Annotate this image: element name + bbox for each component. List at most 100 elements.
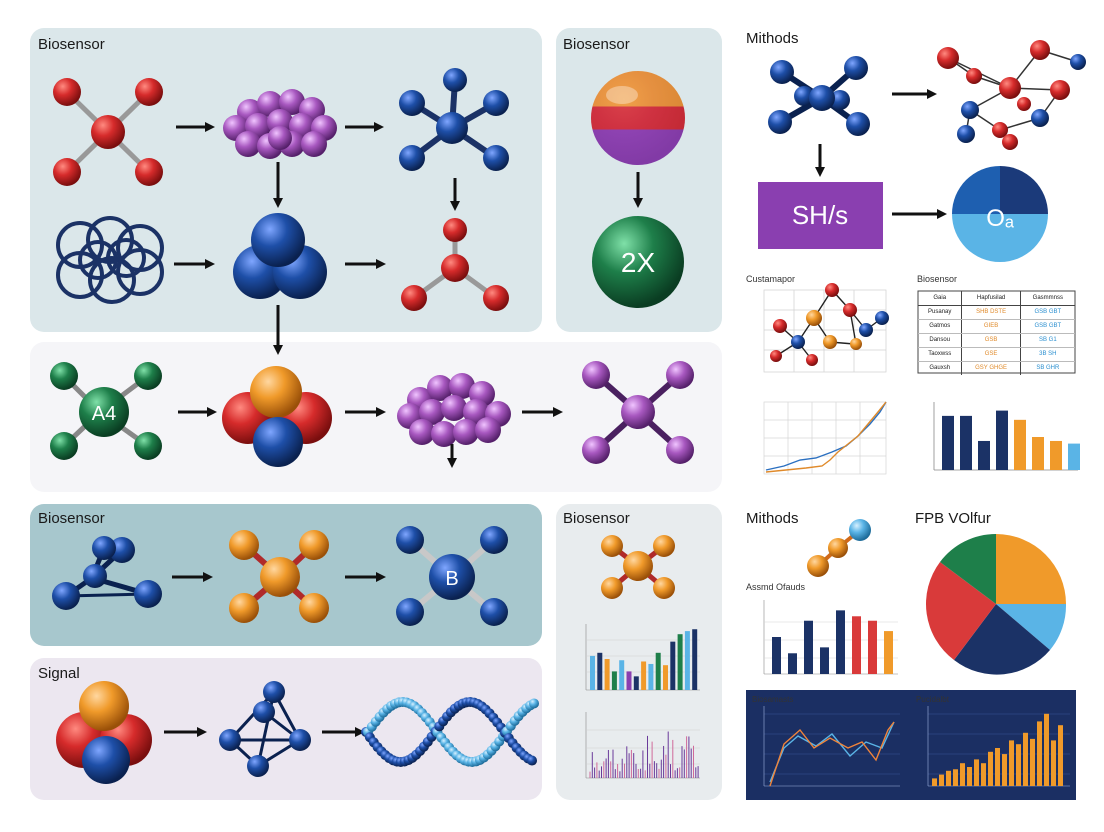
bar xyxy=(648,663,654,690)
dark-right-label: Pucidalbt xyxy=(916,695,950,704)
bar xyxy=(597,652,603,690)
orange-cross-molecule xyxy=(229,530,329,623)
purple-box-label: SH/s xyxy=(792,200,848,230)
table-row: Pusanay SHB DSTE GSB GBT xyxy=(918,306,1075,320)
panel-label-top-middle: Biosensor xyxy=(563,36,630,53)
purple-cross-molecule xyxy=(582,361,694,464)
table-header-row: Gaia Hapfusilad Gasmmnss xyxy=(918,291,1075,306)
bar xyxy=(868,620,877,674)
panel-label-top-left: Biosensor xyxy=(38,36,105,53)
split-circle xyxy=(952,166,1048,262)
bar xyxy=(884,631,893,674)
bar xyxy=(684,631,690,690)
panel-label-pie: FPB VOlfur xyxy=(915,510,991,527)
generated-marks xyxy=(361,410,1080,786)
dna-bead xyxy=(527,755,537,766)
bar xyxy=(590,655,595,690)
bar xyxy=(1032,437,1044,470)
red-blue-network-molecule xyxy=(937,40,1086,150)
bar xyxy=(981,763,986,786)
network-line-molecule xyxy=(770,283,889,366)
table-cell: SB G1 xyxy=(1039,337,1057,343)
bar xyxy=(1058,725,1063,786)
bar xyxy=(852,616,861,674)
green-a4-molecule xyxy=(50,362,162,460)
bar xyxy=(946,770,951,786)
orange-blue-molecule xyxy=(807,519,871,577)
red-cross-molecule xyxy=(53,78,163,186)
table-cell: Gauxsh xyxy=(918,362,963,375)
dna-bead xyxy=(529,698,539,709)
bar xyxy=(995,748,1000,786)
purple-box xyxy=(758,182,883,249)
bar xyxy=(967,767,972,786)
red-y-molecule xyxy=(401,218,509,311)
dark-left-label: Biosamasts xyxy=(752,695,793,704)
dark-line-blue xyxy=(769,721,895,783)
bar xyxy=(942,415,954,470)
bar xyxy=(611,671,617,690)
blue-methods-molecule xyxy=(768,56,870,136)
bar xyxy=(663,665,668,690)
bar xyxy=(1051,740,1056,786)
blue-knot xyxy=(56,216,164,304)
table-row: Gatmos GIEB GSB GBT xyxy=(918,320,1075,334)
table-cell: GSB GBT xyxy=(1034,309,1062,315)
table-cell: GSY GHGE xyxy=(962,362,1021,375)
mini-bar-chart-label: Assmd Ofauds xyxy=(746,582,806,592)
green-circle xyxy=(592,216,684,308)
rgb-sphere-cluster xyxy=(222,366,332,467)
table-cell: Gatmos xyxy=(918,320,963,333)
bar xyxy=(670,641,676,690)
bar xyxy=(641,661,647,690)
purple-cluster-mid xyxy=(397,373,511,447)
bar xyxy=(974,759,979,786)
table-row: Dansou GSB SB G1 xyxy=(918,334,1075,348)
table-cell: GIEB xyxy=(962,320,1021,333)
table-header-cell: Gaia xyxy=(918,291,963,305)
panel-label-signal: Signal xyxy=(38,665,80,682)
bar xyxy=(692,629,698,690)
small-line-series-blue xyxy=(765,401,887,471)
bar xyxy=(619,660,625,690)
orange-small-cross-molecule xyxy=(601,535,675,599)
dark-line-orange xyxy=(769,721,895,787)
bar xyxy=(1068,443,1080,470)
bar xyxy=(633,676,639,690)
bar xyxy=(1009,740,1014,786)
bar xyxy=(772,637,781,674)
bar xyxy=(1044,713,1049,786)
table-row: Gauxsh GSY GHGE SB GHR xyxy=(918,362,1075,375)
split-circle-label: Oₐ xyxy=(986,205,1015,232)
bar xyxy=(655,652,661,690)
bar xyxy=(1014,419,1026,470)
data-table-frame xyxy=(917,290,1076,374)
bar xyxy=(604,659,610,690)
bar xyxy=(804,620,813,674)
blue-tetra-molecule xyxy=(52,536,162,610)
bar xyxy=(820,647,829,674)
panel-label-top-right: Mithods xyxy=(746,30,799,47)
table-label: Biosensor xyxy=(917,274,957,284)
data-table: Gaia Hapfusilad Gasmmnss Pusanay SHB DSTE… xyxy=(918,291,1075,375)
small-line-series-orange xyxy=(765,401,887,473)
purple-cluster-top xyxy=(223,89,337,159)
bar xyxy=(953,769,958,786)
bar xyxy=(960,763,965,786)
bar xyxy=(626,671,632,690)
bar xyxy=(939,774,944,786)
bar xyxy=(1016,744,1021,786)
blue-pyramid-molecule xyxy=(219,681,311,777)
table-header-cell: Hapfusilad xyxy=(962,291,1021,305)
panel-label-bottom-middle: Biosensor xyxy=(563,510,630,527)
bar xyxy=(932,778,937,786)
bar xyxy=(960,415,972,470)
green-badge-label: A4 xyxy=(92,403,116,425)
bar xyxy=(677,634,683,690)
table-cell: 3B SH xyxy=(1039,351,1057,357)
network-chart-label: Custamapor xyxy=(746,274,795,284)
table-cell: GSB GBT xyxy=(1034,323,1062,329)
table-cell: Taoxwss xyxy=(918,348,963,361)
panel-label-bottom-left: Biosensor xyxy=(38,510,105,527)
